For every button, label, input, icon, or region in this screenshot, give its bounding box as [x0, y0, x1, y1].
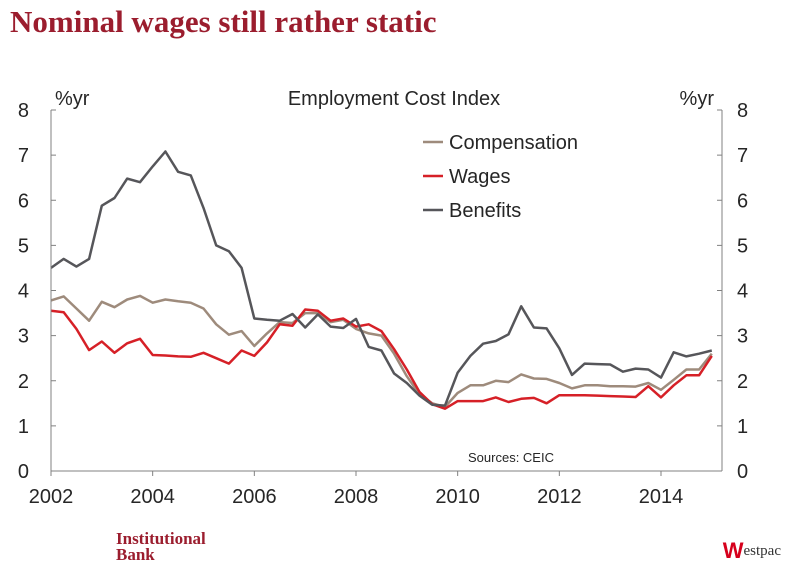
y-tick-label-left: 7	[18, 145, 29, 167]
y-tick-label-left: 3	[18, 326, 29, 348]
footer-left-line1: Institutional	[116, 529, 206, 548]
legend-label-compensation: Compensation	[449, 132, 578, 154]
y-tick-label-left: 0	[18, 461, 29, 483]
westpac-logo: W estpac	[722, 538, 781, 563]
y-tick-label-right: 6	[737, 190, 748, 212]
x-tick-label: 2006	[232, 486, 277, 508]
y-tick-label-right: 5	[737, 235, 748, 257]
westpac-wordmark: estpac	[743, 542, 781, 559]
y-tick-label-left: 1	[18, 416, 29, 438]
footer-left-line2: Bank	[116, 545, 155, 564]
x-tick-label: 2014	[639, 486, 684, 508]
series-line-benefits	[50, 150, 713, 407]
source-note: Sources: CEIC	[468, 450, 554, 465]
slide-title: Nominal wages still rather static	[10, 4, 437, 39]
institutional-bank-logo: Institutional Bank	[116, 529, 206, 564]
legend-label-wages: Wages	[449, 166, 511, 188]
series-line-compensation	[50, 294, 713, 409]
x-tick-label: 2004	[130, 486, 175, 508]
y-tick-label-left: 8	[18, 100, 29, 122]
y-axis-label-left: %yr	[55, 88, 90, 110]
y-tick-label-right: 0	[737, 461, 748, 483]
y-tick-label-right: 4	[737, 281, 748, 303]
y-tick-label-right: 7	[737, 145, 748, 167]
y-tick-label-left: 5	[18, 235, 29, 257]
x-tick-label: 2008	[334, 486, 379, 508]
x-tick-label: 2010	[435, 486, 480, 508]
y-tick-label-left: 4	[18, 281, 29, 303]
x-tick-label: 2012	[537, 486, 582, 508]
y-tick-label-left: 2	[18, 371, 29, 393]
series-line-wages	[50, 308, 713, 410]
y-tick-label-right: 8	[737, 100, 748, 122]
legend: Compensation Wages Benefits	[423, 132, 578, 222]
y-tick-label-left: 6	[18, 190, 29, 212]
x-tick-label: 2002	[29, 486, 74, 508]
y-tick-label-right: 3	[737, 326, 748, 348]
legend-label-benefits: Benefits	[449, 200, 521, 222]
y-tick-label-right: 2	[737, 371, 748, 393]
chart-title: Employment Cost Index	[288, 88, 500, 110]
westpac-w-mark: W	[722, 538, 744, 563]
y-tick-label-right: 1	[737, 416, 748, 438]
y-axis-label-right: %yr	[680, 88, 715, 110]
